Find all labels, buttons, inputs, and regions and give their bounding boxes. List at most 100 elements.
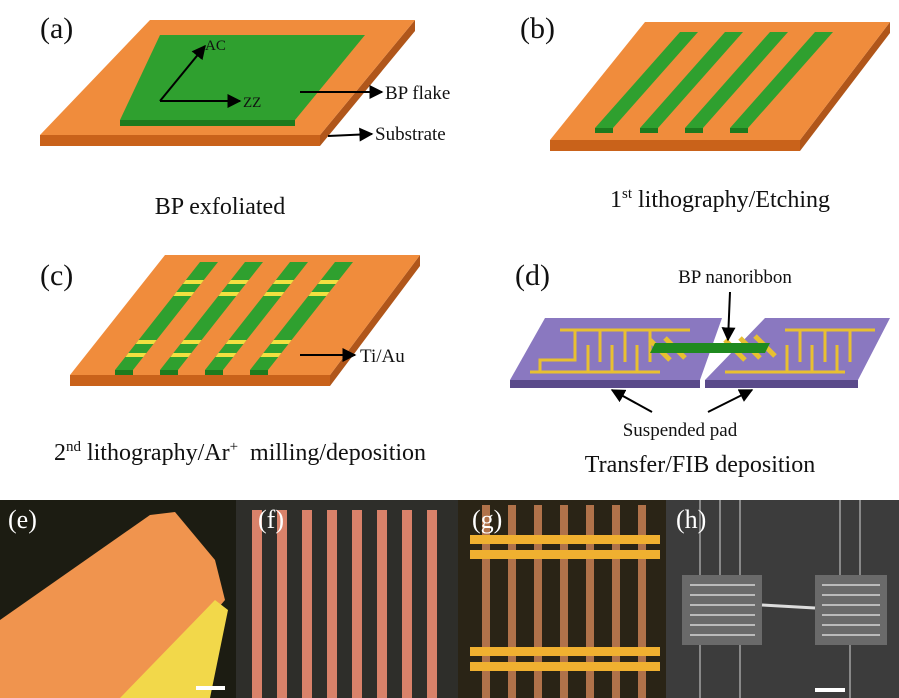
caption: BP exfoliated [155,194,285,220]
ribbon [427,510,437,698]
panel-label: (h) [676,505,706,534]
panel-d: BP nanoribbon Suspended pad (d) Transfer… [510,259,890,478]
strip [685,32,788,128]
flake [120,600,228,698]
ribbon [508,505,516,698]
strip-edge [160,370,178,375]
flake [120,35,365,120]
caption-part: 1 [610,187,622,213]
ribbon [327,510,337,698]
ribbon [482,505,490,698]
metal-row [470,550,660,559]
metal-pad [317,280,339,284]
panel-c: Ti/Au (c) 2nd lithography/Ar+ milling/de… [40,255,426,466]
caption: 1st lithography/Etching [610,186,830,213]
caption: Transfer/FIB deposition [585,452,815,478]
pad [682,575,762,645]
substrate-edge [70,375,330,386]
strips [115,262,353,375]
panel-b: (b) 1st lithography/Etching [520,12,890,213]
caption-part: milling/deposition [238,440,426,466]
photo-h: (h) [666,500,899,698]
ribbon [352,510,362,698]
arrow [327,127,374,142]
photo-bg [236,500,458,698]
metal-pad [270,340,292,344]
caption-sup: + [230,439,238,455]
photo-e: (e) [0,500,236,698]
metal-pad [308,292,330,296]
electrode [690,584,880,636]
pad [510,318,722,380]
ribbon [377,510,387,698]
axis-label: AC [205,38,226,54]
ribbon [761,603,816,610]
caption-sup: st [622,186,633,202]
panel-label: (g) [472,505,502,534]
strip [640,32,743,128]
ribbon [560,505,568,698]
metal-pad [263,292,285,296]
metal-pad [225,340,247,344]
pad-edge [510,380,700,388]
panel-label: (c) [40,259,73,292]
ribbon [612,505,620,698]
lead [699,500,861,698]
strip-edge [730,128,748,133]
panels: AC ZZ BP flake Substrate (a) BP exfoliat… [0,12,899,698]
panel-label: (f) [258,505,284,534]
photo-g: (g) [458,500,666,698]
metal-pad [135,340,157,344]
metal-pad [170,353,192,357]
substrate-edge [550,140,800,151]
substrate-side [800,22,890,151]
strip-edge [205,370,223,375]
substrate-side [320,20,415,146]
caption-part: lithography/Ar [81,440,230,466]
metal-pad [180,340,202,344]
caption-part: lithography/Etching [632,187,830,213]
flake-edge [120,120,295,126]
metal-pad [173,292,195,296]
ribbons [252,510,437,698]
electrode [530,328,690,374]
caption-sup: nd [66,439,82,455]
metal-row [470,662,660,671]
arrow [721,291,736,342]
caption-part: 2 [54,440,66,466]
ribbons [470,505,660,698]
ribbon [302,510,312,698]
annotation: Substrate [375,124,446,145]
metal-row [470,647,660,656]
annotation: BP nanoribbon [678,267,792,288]
strip-edge [640,128,658,133]
substrate-edge [40,135,320,146]
metal-pad [227,280,249,284]
strip [595,32,698,128]
strip-edge [685,128,703,133]
panel-label: (d) [515,259,550,292]
panel-label: (b) [520,12,555,45]
ribbon [586,505,594,698]
ribbon [638,505,646,698]
pad [815,575,887,645]
electrode [725,328,875,374]
ribbon [650,343,770,353]
caption: 2nd lithography/Ar+ milling/deposition [54,439,426,466]
metal-pad [260,353,282,357]
pad-edge [705,380,858,388]
ribbon [402,510,412,698]
metal-pad [125,353,147,357]
strip-edge [595,128,613,133]
strips [595,32,833,133]
metal-pad [218,292,240,296]
photo-f: (f) [236,500,458,698]
metal-pad [215,353,237,357]
panel-a: AC ZZ BP flake Substrate (a) BP exfoliat… [40,12,450,220]
metal-row [470,535,660,544]
ribbon [252,510,262,698]
metal-pad [182,280,204,284]
panel-label: (e) [8,505,37,534]
annotation: BP flake [385,83,450,104]
ribbon [277,510,287,698]
